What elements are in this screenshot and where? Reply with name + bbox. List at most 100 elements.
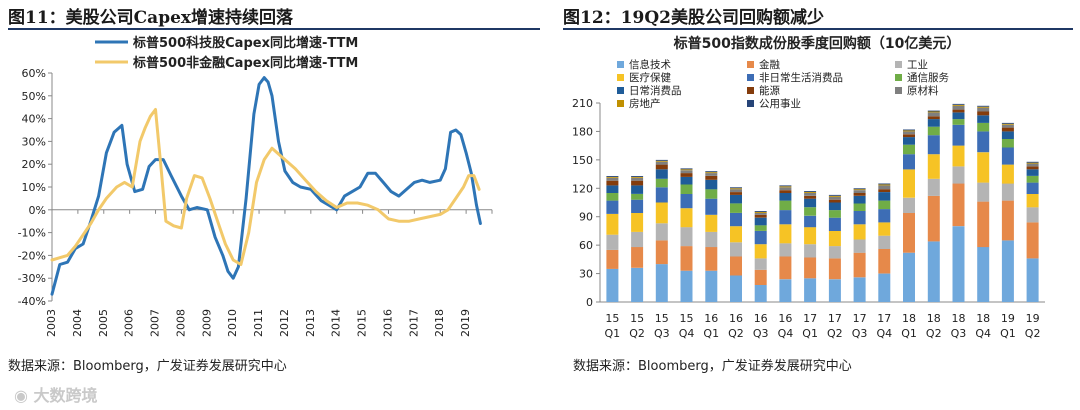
- x-tick-label-year: 19: [1026, 312, 1040, 325]
- bar-segment: [779, 193, 792, 201]
- bar-segment: [952, 105, 965, 110]
- bar-segment: [606, 234, 619, 250]
- x-tick-label-quarter: Q2: [629, 327, 645, 340]
- bar-segment: [952, 124, 965, 146]
- bar-segment: [754, 211, 767, 212]
- x-tick-label-year: 15: [655, 312, 669, 325]
- bar-segment: [903, 144, 915, 155]
- bar-segment: [606, 193, 619, 201]
- bar-segment: [1001, 124, 1014, 128]
- left-source-note: 数据来源：Bloomberg，广发证券发展研究中心: [8, 359, 287, 374]
- bar-segment: [631, 199, 644, 213]
- bar-segment: [779, 190, 792, 193]
- bar-segment: [828, 230, 841, 247]
- bar-segment: [779, 224, 792, 244]
- legend-swatch-1: [617, 61, 624, 68]
- x-tick-label-year: 17: [877, 312, 891, 325]
- bar-segment: [754, 212, 767, 215]
- bar-segment: [655, 164, 668, 170]
- bar-segment: [730, 242, 742, 257]
- bar-segment: [1001, 200, 1014, 241]
- watermark-logo-icon: ◉: [14, 386, 28, 405]
- bar-segment: [828, 279, 841, 302]
- bar-segment: [606, 268, 619, 302]
- bar-segment: [977, 247, 990, 302]
- x-tick-label-year: 18: [976, 312, 990, 325]
- legend-label-2: 金融: [759, 58, 780, 71]
- bar-segment: [754, 269, 767, 285]
- bar-segment: [730, 192, 742, 195]
- y-tick-label: 180: [572, 125, 593, 138]
- y-tick-label: -20%: [18, 249, 46, 262]
- bar-segment: [705, 198, 718, 215]
- bar-segment: [804, 195, 817, 199]
- x-tick-label-quarter: Q4: [876, 327, 892, 340]
- bar-segment: [828, 210, 841, 218]
- x-tick-label: 2010: [226, 309, 239, 337]
- legend-label-1: 信息技术: [629, 58, 671, 71]
- bar-segment: [977, 111, 990, 116]
- bar-segment: [606, 249, 619, 269]
- bar-segment: [1001, 123, 1014, 125]
- bar-segment: [878, 209, 891, 223]
- bar-segment: [705, 179, 718, 190]
- x-tick-label-quarter: Q4: [778, 327, 794, 340]
- bar-segment: [1026, 222, 1039, 259]
- bar-segment: [655, 161, 668, 165]
- bar-segment: [952, 166, 965, 184]
- legend-swatch-7: [617, 87, 624, 94]
- bar-segment: [631, 176, 644, 177]
- x-tick-label-quarter: Q3: [951, 327, 967, 340]
- y-tick-label: 150: [572, 154, 593, 167]
- y-tick-label: 20%: [22, 158, 46, 171]
- bar-segment: [977, 106, 990, 108]
- bar-segment: [1026, 207, 1039, 223]
- bar-segment: [804, 193, 817, 196]
- bar-segment: [680, 176, 693, 185]
- bar-segment: [705, 172, 718, 174]
- bar-segment: [730, 189, 742, 192]
- bar-segment: [680, 270, 693, 302]
- x-tick-label-year: 15: [680, 312, 694, 325]
- x-tick-label-quarter: Q2: [926, 327, 942, 340]
- legend-swatch-9: [895, 87, 902, 94]
- bar-segment: [853, 190, 866, 193]
- bar-segment: [952, 183, 965, 227]
- x-tick-label: 2017: [407, 309, 420, 337]
- bar-segment: [631, 180, 644, 186]
- x-tick-label: 2007: [149, 309, 162, 337]
- bar-segment: [730, 194, 742, 204]
- bar-segment: [754, 284, 767, 302]
- right-title-rule: [563, 28, 1073, 30]
- bar-segment: [977, 122, 990, 132]
- bar-segment: [927, 110, 940, 112]
- legend-swatch-5: [747, 74, 754, 81]
- bar-segment: [779, 256, 792, 280]
- y-tick-label: 90: [579, 211, 593, 224]
- bar-segment: [631, 177, 644, 181]
- bar-segment: [705, 171, 718, 173]
- bar-segment: [927, 111, 940, 113]
- y-tick-label: 60%: [22, 67, 46, 80]
- x-tick-label-year: 17: [803, 312, 817, 325]
- bar-segment: [878, 189, 891, 192]
- bar-segment: [1001, 147, 1014, 165]
- bar-segment: [1001, 183, 1014, 201]
- bar-segment: [952, 109, 965, 113]
- bar-segment: [828, 196, 841, 200]
- bar-segment: [606, 200, 619, 214]
- bar-segment: [606, 176, 619, 178]
- bar-segment: [1026, 166, 1039, 170]
- legend-label-3: 工业: [907, 59, 928, 71]
- bar-segment: [1001, 240, 1014, 302]
- bar-segment: [730, 203, 742, 213]
- bar-segment: [631, 176, 644, 178]
- bar-segment: [655, 187, 668, 203]
- x-tick-label: 2014: [330, 309, 343, 337]
- bar-segment: [903, 197, 915, 213]
- bar-segment: [804, 198, 817, 208]
- y-tick-label: 0%: [29, 204, 46, 217]
- x-tick-label-quarter: Q1: [901, 327, 917, 340]
- bar-segment: [1026, 163, 1039, 167]
- bar-segment: [730, 226, 742, 243]
